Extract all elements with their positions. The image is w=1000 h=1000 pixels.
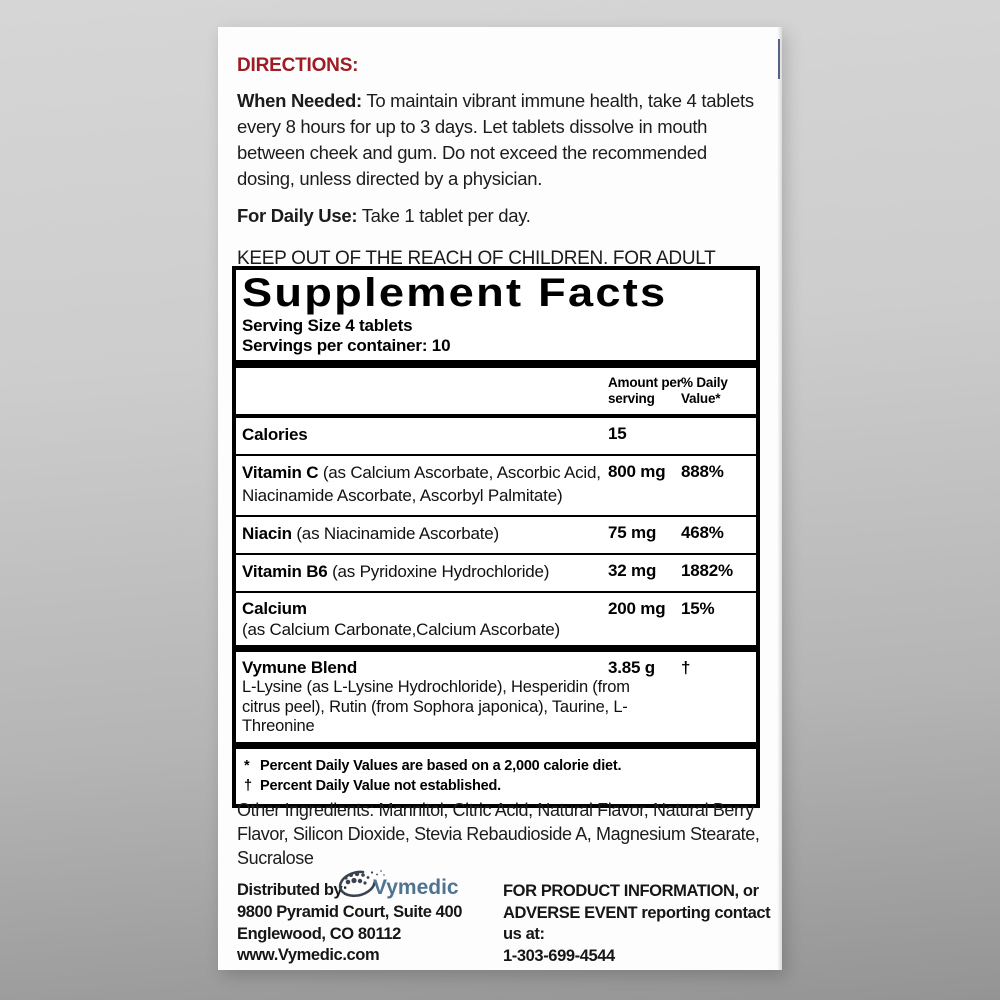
nutrient-name: Calcium bbox=[242, 599, 307, 618]
distributed-by-label: Distributed by: bbox=[237, 881, 348, 899]
table-row-vitamin-b6: Vitamin B6 (as Pyridoxine Hydrochloride)… bbox=[236, 555, 756, 591]
nutrient-amount: 32 mg bbox=[608, 561, 657, 580]
nutrient-daily-value: 888% bbox=[681, 462, 724, 481]
nutrient-amount: 200 mg bbox=[608, 599, 666, 618]
nutrient-name: Niacin bbox=[242, 524, 292, 543]
distributor-block: Distributed by: bbox=[237, 870, 497, 967]
nutrient-amount: 800 mg bbox=[608, 462, 666, 481]
other-ingredients-text: Mannitol, Citric Acid, Natural Flavor, N… bbox=[237, 800, 760, 868]
row-divider bbox=[236, 553, 756, 555]
blend-name: Vymune Blend bbox=[242, 658, 358, 677]
table-row-calories: Calories 15 bbox=[236, 418, 756, 454]
when-needed-label: When Needed: bbox=[237, 90, 362, 111]
contact-line2: ADVERSE EVENT reporting contact us at: bbox=[503, 903, 771, 944]
nutrient-source: (as Niacinamide Ascorbate) bbox=[291, 524, 500, 543]
nutrient-source: (as Calcium Ascorbate, Ascorbic Acid, Ni… bbox=[242, 463, 601, 505]
table-row-niacin: Niacin (as Niacinamide Ascorbate) 75 mg … bbox=[236, 517, 756, 553]
footnote-text: Percent Daily Value not established. bbox=[260, 777, 501, 794]
facts-column-header: Amount per serving % Daily Value* bbox=[236, 368, 756, 414]
directions-section: DIRECTIONS: When Needed: To maintain vib… bbox=[237, 55, 758, 292]
package-spine-mark bbox=[778, 39, 780, 79]
vymedic-logo: Vymedic bbox=[338, 870, 459, 899]
contact-phone: 1-303-699-4544 bbox=[503, 946, 615, 965]
servings-per-container: Servings per container: 10 bbox=[242, 336, 451, 355]
when-needed-text: To maintain vibrant immune health, take … bbox=[237, 90, 754, 189]
table-row-vitamin-c: Vitamin C (as Calcium Ascorbate, Ascorbi… bbox=[236, 456, 756, 515]
supplement-facts-title: Supplement Facts bbox=[242, 271, 668, 315]
nutrient-amount: 75 mg bbox=[608, 523, 657, 542]
nutrient-name: Vitamin C bbox=[242, 463, 319, 482]
logo-wordmark: Vymedic bbox=[373, 876, 459, 899]
medium-divider bbox=[236, 414, 756, 418]
footnote-daily-values: * Percent Daily Values are based on a 2,… bbox=[244, 756, 748, 776]
footnote-not-established: † Percent Daily Value not established. bbox=[244, 776, 748, 796]
nutrient-name: Vitamin B6 bbox=[242, 562, 328, 581]
thick-divider bbox=[236, 741, 756, 749]
row-divider bbox=[236, 454, 756, 456]
blend-ingredients: L-Lysine (as L-Lysine Hydrochloride), He… bbox=[242, 678, 630, 735]
daily-use-paragraph: For Daily Use: Take 1 tablet per day. bbox=[237, 203, 758, 229]
when-needed-paragraph: When Needed: To maintain vibrant immune … bbox=[237, 88, 758, 192]
contact-line1: FOR PRODUCT INFORMATION, or bbox=[503, 882, 759, 900]
logo-dots bbox=[344, 870, 385, 885]
supplement-facts-panel: Supplement Facts Serving Size 4 tablets … bbox=[232, 266, 760, 808]
product-label-panel: DIRECTIONS: When Needed: To maintain vib… bbox=[218, 27, 782, 970]
thick-divider bbox=[236, 645, 756, 652]
daily-use-text: Take 1 tablet per day. bbox=[357, 205, 531, 226]
footnote-text: Percent Daily Values are based on a 2,00… bbox=[260, 757, 622, 774]
daily-use-label: For Daily Use: bbox=[237, 205, 358, 226]
other-ingredients: Other Ingredients: Mannitol, Citric Acid… bbox=[237, 798, 768, 870]
daily-value-column-header: % Daily Value* bbox=[681, 375, 728, 406]
nutrient-source: (as Calcium Carbonate,Calcium Ascorbate) bbox=[242, 620, 560, 639]
nutrient-daily-value: 1882% bbox=[681, 561, 733, 580]
package-right-edge bbox=[777, 27, 782, 970]
distributor-address-line1: 9800 Pyramid Court, Suite 400 bbox=[237, 903, 462, 921]
dagger-symbol: † bbox=[244, 777, 252, 794]
nutrient-daily-value: 15% bbox=[681, 599, 715, 618]
nutrient-amount: 3.85 g bbox=[608, 658, 655, 677]
footnotes: * Percent Daily Values are based on a 2,… bbox=[236, 749, 756, 804]
distributor-address-line2: Englewood, CO 80112 bbox=[237, 924, 401, 943]
nutrient-daily-value: † bbox=[681, 658, 691, 677]
other-ingredients-label: Other Ingredients: bbox=[237, 800, 374, 820]
nutrient-amount: 15 bbox=[608, 424, 627, 443]
contact-block: FOR PRODUCT INFORMATION, or ADVERSE EVEN… bbox=[503, 881, 771, 967]
asterisk-symbol: * bbox=[244, 757, 250, 774]
table-row-calcium: Calcium (as Calcium Carbonate,Calcium As… bbox=[236, 593, 756, 645]
nutrient-daily-value: 468% bbox=[681, 523, 724, 542]
amount-column-header: Amount per serving bbox=[608, 375, 682, 406]
row-divider bbox=[236, 515, 756, 517]
serving-size: Serving Size 4 tablets bbox=[242, 316, 413, 335]
row-divider bbox=[236, 591, 756, 593]
thick-divider bbox=[236, 360, 756, 368]
distributor-website: www.Vymedic.com bbox=[237, 946, 380, 964]
directions-heading: DIRECTIONS: bbox=[237, 55, 359, 76]
nutrient-source: (as Pyridoxine Hydrochloride) bbox=[327, 562, 550, 581]
nutrient-name: Calories bbox=[242, 425, 308, 444]
table-row-vymune-blend: Vymune Blend L-Lysine (as L-Lysine Hydro… bbox=[236, 652, 756, 742]
